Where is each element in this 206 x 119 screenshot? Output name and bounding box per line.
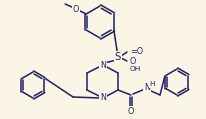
Text: O: O: [128, 107, 134, 116]
Text: O: O: [73, 5, 79, 13]
Text: =O: =O: [130, 47, 143, 55]
Text: N: N: [100, 92, 106, 102]
Text: O: O: [130, 57, 136, 65]
Text: S: S: [115, 52, 121, 62]
Text: N: N: [144, 84, 150, 92]
Text: N: N: [100, 60, 106, 69]
Text: OH: OH: [130, 66, 141, 72]
Text: H: H: [149, 81, 155, 87]
